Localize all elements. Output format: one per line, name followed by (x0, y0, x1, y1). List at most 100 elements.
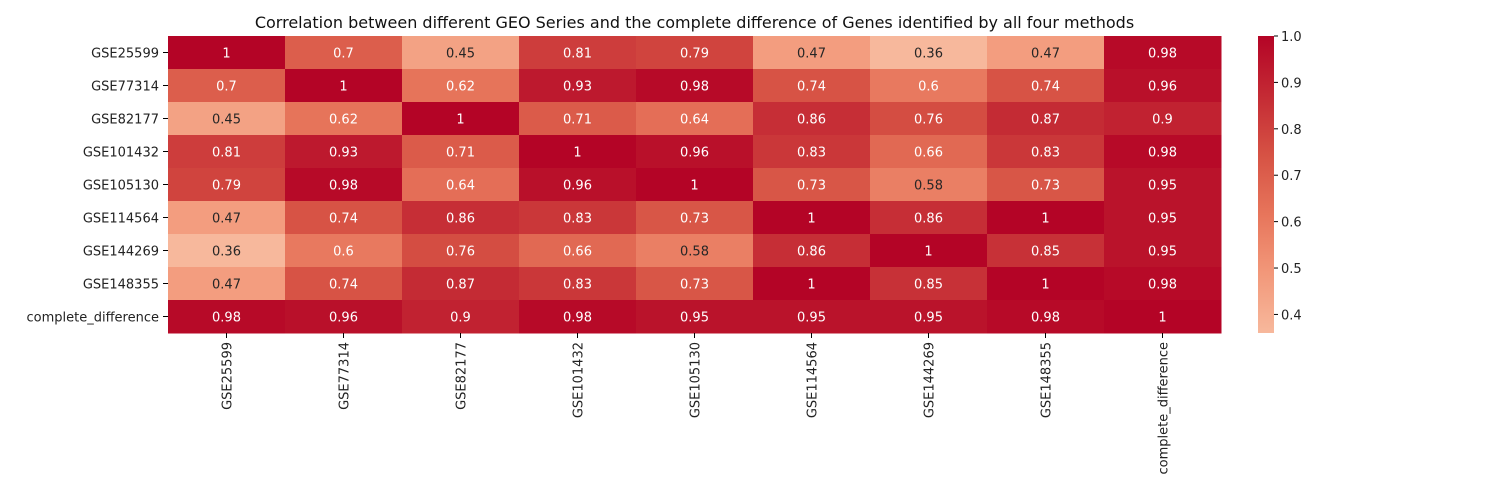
cell-value-label: 1 (456, 113, 464, 128)
row-tick-label: GSE82177 (91, 113, 159, 128)
heatmap-cells: 1 0.7 0.45 0.81 0.79 0.47 0.36 0.47 0.980.7 1 0.62… (168, 36, 1222, 334)
cell-value-label: 0.73 (680, 278, 709, 293)
column-tick-label: GSE105130 (689, 342, 704, 418)
cell-value-label: 0.7 (333, 47, 354, 62)
cell-value-label: 0.95 (914, 311, 943, 326)
cell-value-label: 0.87 (446, 278, 475, 293)
cell-value-label: 0.64 (446, 179, 475, 194)
heatmap-cell (870, 69, 988, 103)
heatmap-cell (870, 102, 988, 136)
cell-value-label: 0.9 (450, 311, 471, 326)
cell-value-label: 1 (1041, 212, 1049, 227)
heatmap-cell (168, 135, 286, 169)
cell-value-label: 0.95 (680, 311, 709, 326)
heatmap-cell (519, 69, 637, 103)
cell-value-label: 0.98 (329, 179, 358, 194)
heatmap-cell (168, 201, 286, 235)
heatmap-cell (285, 300, 403, 334)
heatmap-cell (987, 135, 1105, 169)
column-tick-label: GSE77314 (338, 342, 353, 410)
cell-value-label: 0.76 (446, 245, 475, 260)
heatmap-cell (987, 234, 1105, 268)
heatmap-cell (519, 234, 637, 268)
heatmap-cell (1104, 36, 1222, 70)
cell-value-label: 1 (1041, 278, 1049, 293)
heatmap-cell (168, 36, 286, 70)
row-tick-labels: GSE25599 GSE77314 GSE82177 GSE101432 GSE1051… (27, 47, 168, 326)
heatmap-cell (870, 168, 988, 202)
heatmap-cell (753, 102, 871, 136)
colorbar-gradient (1258, 36, 1274, 333)
cell-value-label: 0.83 (563, 212, 592, 227)
cell-value-label: 0.95 (1148, 179, 1177, 194)
heatmap-cell (987, 36, 1105, 70)
colorbar-tick-label: 0.8 (1281, 123, 1302, 138)
heatmap-cell (636, 69, 754, 103)
heatmap-cell (402, 234, 520, 268)
cell-value-label: 0.93 (563, 80, 592, 95)
heatmap-cell (519, 168, 637, 202)
heatmap-cell (636, 201, 754, 235)
heatmap-cell (285, 201, 403, 235)
row-tick-label: GSE105130 (83, 179, 159, 194)
heatmap-cell (402, 135, 520, 169)
row-tick-label: complete_difference (27, 311, 159, 326)
cell-value-label: 0.74 (1031, 80, 1060, 95)
heatmap-cell (753, 201, 871, 235)
cell-value-label: 0.95 (1148, 212, 1177, 227)
heatmap-cell (168, 102, 286, 136)
heatmap-cell (285, 69, 403, 103)
heatmap-cell (753, 168, 871, 202)
cell-value-label: 0.36 (212, 245, 241, 260)
cell-value-label: 0.86 (797, 245, 826, 260)
column-tick-label: GSE144269 (923, 342, 938, 418)
cell-value-label: 0.66 (914, 146, 943, 161)
column-tick-label: complete_difference (1157, 342, 1172, 474)
cell-value-label: 0.98 (1148, 278, 1177, 293)
cell-value-label: 1 (690, 179, 698, 194)
heatmap-cell (1104, 135, 1222, 169)
cell-value-label: 0.71 (446, 146, 475, 161)
cell-value-label: 0.96 (563, 179, 592, 194)
heatmap-cell (1104, 168, 1222, 202)
cell-value-label: 0.73 (797, 179, 826, 194)
heatmap-cell (753, 69, 871, 103)
cell-value-label: 0.85 (1031, 245, 1060, 260)
heatmap-cell (1104, 102, 1222, 136)
cell-value-label: 0.81 (563, 47, 592, 62)
column-tick-label: GSE114564 (806, 342, 821, 418)
heatmap-cell (168, 300, 286, 334)
heatmap-cell (168, 69, 286, 103)
cell-value-label: 1 (1158, 311, 1166, 326)
cell-value-label: 0.71 (563, 113, 592, 128)
heatmap-cell (402, 102, 520, 136)
cell-value-label: 0.47 (212, 212, 241, 227)
heatmap-cell (285, 102, 403, 136)
cell-value-label: 0.85 (914, 278, 943, 293)
cell-value-label: 0.79 (680, 47, 709, 62)
heatmap-cell (519, 36, 637, 70)
column-tick-labels: GSE25599 GSE77314 GSE82177 GSE101432 GSE1051… (221, 333, 1172, 474)
heatmap-cell (987, 69, 1105, 103)
heatmap-cell (870, 234, 988, 268)
cell-value-label: 0.9 (1152, 113, 1173, 128)
cell-value-label: 0.93 (329, 146, 358, 161)
cell-value-label: 0.98 (563, 311, 592, 326)
column-tick-label: GSE101432 (572, 342, 587, 418)
cell-value-label: 0.36 (914, 47, 943, 62)
heatmap-cell (636, 102, 754, 136)
heatmap-cell (285, 36, 403, 70)
cell-value-label: 0.74 (329, 212, 358, 227)
cell-value-label: 0.98 (212, 311, 241, 326)
row-tick-label: GSE101432 (83, 146, 159, 161)
cell-value-label: 1 (924, 245, 932, 260)
heatmap-cell (870, 135, 988, 169)
column-tick-label: GSE82177 (455, 342, 470, 410)
colorbar-tick-label: 0.7 (1281, 169, 1302, 184)
heatmap-cell (987, 168, 1105, 202)
heatmap-cell (519, 201, 637, 235)
cell-value-label: 0.96 (1148, 80, 1177, 95)
heatmap-cell (753, 300, 871, 334)
cell-value-label: 0.6 (333, 245, 354, 260)
row-tick-label: GSE77314 (91, 80, 159, 95)
